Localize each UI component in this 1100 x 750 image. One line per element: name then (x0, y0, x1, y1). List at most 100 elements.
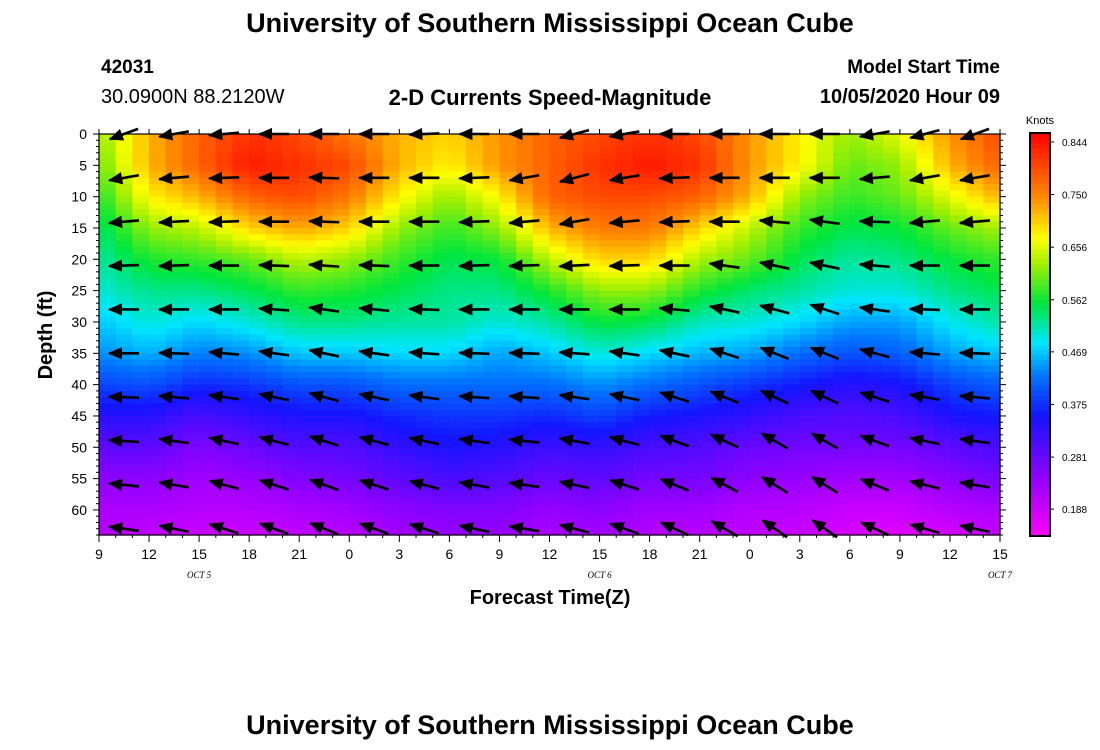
heatmap-cell (599, 522, 617, 530)
heatmap-cell (315, 503, 334, 511)
heatmap-cell (99, 434, 117, 442)
heatmap-cell (933, 484, 951, 492)
heatmap-cell (249, 390, 267, 398)
heatmap-cell (733, 296, 751, 304)
heatmap-cell (699, 315, 717, 323)
heatmap-cell (632, 340, 651, 348)
heatmap-cell (983, 453, 1001, 461)
heatmap-cell (799, 159, 818, 166)
heatmap-cell (132, 321, 150, 329)
heatmap-cell (299, 234, 317, 242)
model-start-label: Model Start Time (847, 57, 1000, 78)
current-vector (760, 475, 789, 494)
heatmap-cell (115, 390, 133, 398)
heatmap-cell (966, 284, 984, 292)
current-vector (658, 171, 690, 185)
heatmap-cell (933, 309, 951, 317)
heatmap-cell (449, 159, 467, 166)
heatmap-cell (165, 384, 184, 392)
heatmap-cell (182, 528, 200, 536)
heatmap-cell (249, 397, 267, 405)
heatmap-cell (199, 253, 217, 260)
heatmap-cell (399, 428, 417, 436)
heatmap-cell (466, 202, 484, 210)
heatmap-cell (616, 190, 634, 198)
heatmap-cell (365, 415, 384, 423)
heatmap-cell (516, 378, 534, 386)
heatmap-cell (749, 484, 768, 492)
heatmap-cell (499, 453, 517, 461)
heatmap-cell (916, 271, 934, 279)
heatmap-cell (115, 259, 133, 267)
heatmap-cell (165, 422, 184, 430)
heatmap-cell (599, 472, 617, 480)
heatmap-cell (165, 321, 184, 329)
heatmap-cell (933, 227, 951, 235)
heatmap-cell (265, 165, 284, 173)
heatmap-cell (149, 365, 167, 373)
heatmap-cell (232, 296, 250, 304)
heatmap-cell (132, 409, 150, 417)
heatmap-cell (983, 196, 1001, 204)
heatmap-cell (265, 221, 284, 229)
heatmap-cell (682, 271, 701, 279)
current-vector (858, 302, 890, 316)
heatmap-cell (849, 296, 868, 304)
heatmap-cell (499, 447, 517, 455)
colorbar-tick-label: 0.188 (1062, 505, 1087, 516)
heatmap-cell (416, 303, 434, 311)
heatmap-cell (499, 384, 517, 392)
current-vector (258, 434, 290, 447)
heatmap-cell (265, 365, 284, 373)
heatmap-cell (883, 484, 901, 492)
heatmap-cell (416, 196, 434, 204)
heatmap-cell (799, 259, 818, 267)
heatmap-cell (466, 503, 484, 511)
heatmap-cell (549, 447, 567, 455)
heatmap-cell (132, 378, 150, 386)
heatmap-cell (449, 441, 467, 448)
heatmap-cell (933, 146, 951, 154)
heatmap-cell (649, 472, 667, 480)
current-vector (608, 259, 640, 272)
heatmap-cell (132, 159, 150, 166)
colorbar-tick-label: 0.562 (1062, 296, 1087, 307)
current-vector (608, 346, 640, 360)
heatmap-cell (816, 177, 834, 185)
heatmap-cell (132, 403, 150, 411)
heatmap-cell (983, 334, 1001, 342)
heatmap-cell (332, 372, 350, 379)
heatmap-cell (749, 409, 768, 417)
heatmap-cell (699, 177, 717, 185)
heatmap-cell (365, 309, 384, 317)
heatmap-cell (482, 209, 501, 217)
heatmap-cell (983, 384, 1001, 392)
colorbar-tick-label: 0.281 (1062, 453, 1087, 464)
heatmap-cell (99, 171, 117, 179)
heatmap-cell (182, 290, 200, 298)
heatmap-cell (733, 309, 751, 317)
heatmap-cell (649, 478, 667, 486)
heatmap-cell (616, 497, 634, 505)
heatmap-cell (716, 509, 734, 517)
heatmap-cell (799, 403, 818, 411)
heatmap-cell (649, 428, 667, 436)
heatmap-cell (666, 171, 684, 179)
heatmap-cell (599, 321, 617, 329)
heatmap-cell (749, 516, 768, 524)
heatmap-cell (849, 372, 868, 379)
heatmap-cell (933, 271, 951, 279)
heatmap-cell (249, 290, 267, 298)
heatmap-cell (132, 290, 150, 298)
heatmap-cell (783, 422, 801, 430)
heatmap-cell (549, 315, 567, 323)
heatmap-cell (733, 428, 751, 436)
heatmap-cell (716, 372, 734, 379)
heatmap-cell (783, 372, 801, 379)
heatmap-cell (516, 271, 534, 279)
heatmap-cell (816, 516, 834, 524)
heatmap-cell (165, 284, 184, 292)
heatmap-cell (182, 227, 200, 235)
heatmap-cell (115, 271, 133, 279)
heatmap-cell (199, 340, 217, 348)
